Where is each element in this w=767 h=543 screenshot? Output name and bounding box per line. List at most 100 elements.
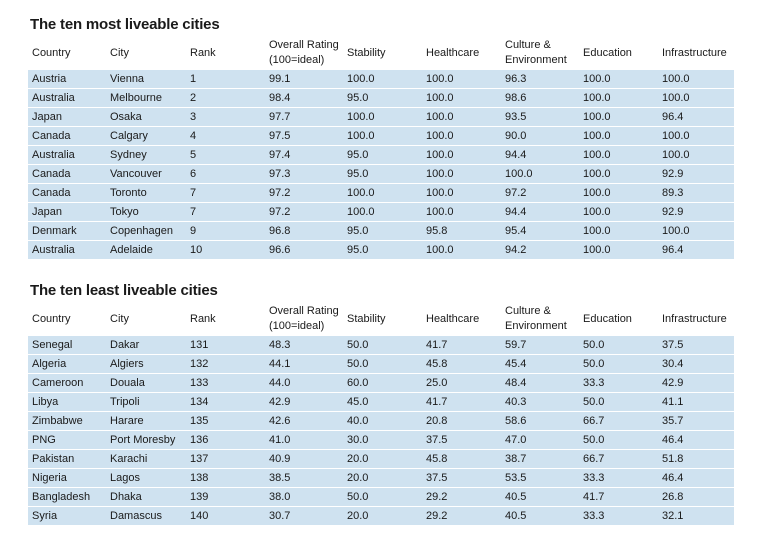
table-cell: Nigeria xyxy=(28,468,106,488)
table-cell: Denmark xyxy=(28,221,106,241)
table-cell: 20.0 xyxy=(343,449,422,469)
column-header: Country xyxy=(32,46,71,59)
column-header: Country xyxy=(32,312,71,325)
table-cell: Toronto xyxy=(106,183,186,203)
table-cell: 30.0 xyxy=(343,430,422,450)
table-cell: Calgary xyxy=(106,126,186,146)
table-cell: 33.3 xyxy=(579,373,658,393)
table-cell: 41.0 xyxy=(265,430,343,450)
table-cell: Canada xyxy=(28,126,106,146)
column-header: Overall Rating (100=ideal) xyxy=(269,305,339,332)
table-cell: 100.0 xyxy=(579,221,658,241)
table-cell: 32.1 xyxy=(658,506,734,526)
column-header: Rank xyxy=(190,46,216,59)
table-cell: 66.7 xyxy=(579,411,658,431)
table-cell: 40.5 xyxy=(501,487,579,507)
table-cell: 60.0 xyxy=(343,373,422,393)
most-liveable-section: The ten most liveable cities Country City… xyxy=(28,14,734,260)
table-row: Australia Adelaide 10 96.6 95.0 100.0 94.2 100.… xyxy=(28,240,734,260)
table-cell: 50.0 xyxy=(343,354,422,374)
table-cell: 137 xyxy=(186,449,265,469)
table-cell: 139 xyxy=(186,487,265,507)
table-cell: Senegal xyxy=(28,336,106,355)
column-header: Education xyxy=(583,312,632,325)
table-cell: 96.8 xyxy=(265,221,343,241)
table-cell: Karachi xyxy=(106,449,186,469)
table-cell: 29.2 xyxy=(422,506,501,526)
table-cell: 10 xyxy=(186,240,265,260)
table-cell: 5 xyxy=(186,145,265,165)
table-cell: 58.6 xyxy=(501,411,579,431)
table-row: Bangladesh Dhaka 139 38.0 50.0 29.2 40.5 41.7 26… xyxy=(28,487,734,507)
table-cell: 100.0 xyxy=(579,145,658,165)
table-cell: 97.2 xyxy=(265,202,343,222)
table-row: Australia Melbourne 2 98.4 95.0 100.0 98.6 100.… xyxy=(28,88,734,108)
table-cell: Algiers xyxy=(106,354,186,374)
table-cell: 4 xyxy=(186,126,265,146)
column-header: Stability xyxy=(347,312,386,325)
table-cell: 25.0 xyxy=(422,373,501,393)
table-row: Algeria Algiers 132 44.1 50.0 45.8 45.4 50.0 30.… xyxy=(28,354,734,374)
table-cell: 97.3 xyxy=(265,164,343,184)
table-cell: 95.0 xyxy=(343,145,422,165)
table-cell: 95.4 xyxy=(501,221,579,241)
column-header: Stability xyxy=(347,46,386,59)
table-cell: 59.7 xyxy=(501,336,579,355)
table-cell: 46.4 xyxy=(658,468,734,488)
table-row: Denmark Copenhagen 9 96.8 95.0 95.8 95.4 100.0 1… xyxy=(28,221,734,241)
table-title: The ten least liveable cities xyxy=(30,282,218,299)
table-cell: 132 xyxy=(186,354,265,374)
table-cell: Adelaide xyxy=(106,240,186,260)
table-cell: 20.0 xyxy=(343,468,422,488)
table-cell: 100.0 xyxy=(343,107,422,127)
table-cell: 100.0 xyxy=(422,107,501,127)
table-row: Japan Osaka 3 97.7 100.0 100.0 93.5 100.0 96.4 xyxy=(28,107,734,127)
table-cell: 140 xyxy=(186,506,265,526)
table-cell: Zimbabwe xyxy=(28,411,106,431)
table-cell: 26.8 xyxy=(658,487,734,507)
table-cell: 50.0 xyxy=(579,430,658,450)
table-cell: Cameroon xyxy=(28,373,106,393)
table-cell: 51.8 xyxy=(658,449,734,469)
table-row: Cameroon Douala 133 44.0 60.0 25.0 48.4 33.3 42.… xyxy=(28,373,734,393)
table-cell: 92.9 xyxy=(658,164,734,184)
table-cell: 95.0 xyxy=(343,240,422,260)
table-row: Nigeria Lagos 138 38.5 20.0 37.5 53.5 33.3 46.4 xyxy=(28,468,734,488)
table-cell: 131 xyxy=(186,336,265,355)
table-cell: Australia xyxy=(28,88,106,108)
column-header: City xyxy=(110,46,129,59)
table-cell: 46.4 xyxy=(658,430,734,450)
table-row: Zimbabwe Harare 135 42.6 40.0 20.8 58.6 66.7 35.… xyxy=(28,411,734,431)
table-cell: 100.0 xyxy=(343,202,422,222)
table-cell: 37.5 xyxy=(658,336,734,355)
table-cell: Tripoli xyxy=(106,392,186,412)
table-cell: 37.5 xyxy=(422,430,501,450)
table-cell: 89.3 xyxy=(658,183,734,203)
table-cell: 100.0 xyxy=(658,126,734,146)
table-cell: 98.6 xyxy=(501,88,579,108)
table-cell: Japan xyxy=(28,107,106,127)
table-cell: Melbourne xyxy=(106,88,186,108)
table-cell: 100.0 xyxy=(422,202,501,222)
header-row: Country City Rank Overall Rating (100=ideal)… xyxy=(28,302,734,336)
table-cell: 98.4 xyxy=(265,88,343,108)
table-cell: Port Moresby xyxy=(106,430,186,450)
table-cell: 38.7 xyxy=(501,449,579,469)
table-cell: 45.8 xyxy=(422,354,501,374)
table-cell: 44.1 xyxy=(265,354,343,374)
table-cell: 100.0 xyxy=(343,70,422,89)
header-row: Country City Rank Overall Rating (100=ideal)… xyxy=(28,36,734,70)
table-cell: Libya xyxy=(28,392,106,412)
table-cell: 35.7 xyxy=(658,411,734,431)
table-row: Japan Tokyo 7 97.2 100.0 100.0 94.4 100.0 92.9 xyxy=(28,202,734,222)
table-cell: 96.4 xyxy=(658,107,734,127)
table-cell: 100.0 xyxy=(422,183,501,203)
table-cell: 100.0 xyxy=(579,164,658,184)
table-cell: 41.7 xyxy=(579,487,658,507)
table-cell: 45.0 xyxy=(343,392,422,412)
table-cell: 100.0 xyxy=(658,88,734,108)
table-cell: Algeria xyxy=(28,354,106,374)
table-cell: 20.0 xyxy=(343,506,422,526)
column-header: Overall Rating (100=ideal) xyxy=(269,39,339,66)
table-cell: 41.1 xyxy=(658,392,734,412)
